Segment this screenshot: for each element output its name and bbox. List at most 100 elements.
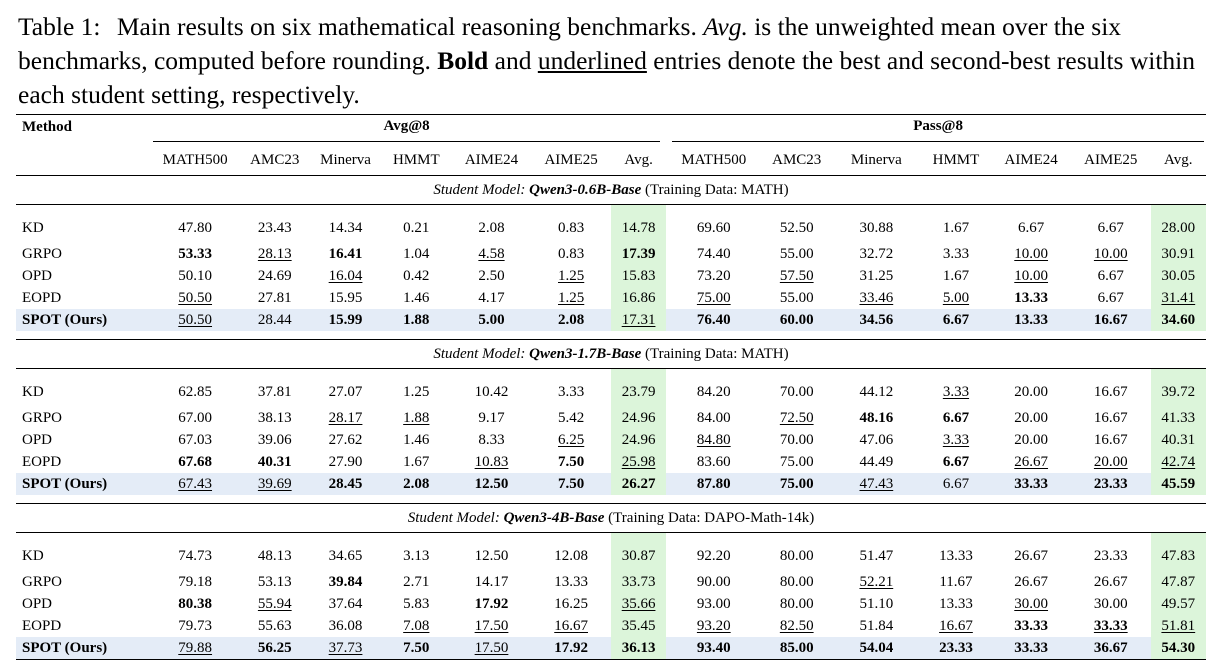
value-cell: 67.43 <box>150 473 240 495</box>
value-cell: 17.92 <box>531 637 611 660</box>
value-cell: 93.20 <box>696 617 731 634</box>
value-cell: 36.08 <box>328 617 363 634</box>
value-cell: 84.20 <box>696 383 731 400</box>
method-name: KD <box>22 219 44 236</box>
value-cell: 15.95 <box>328 289 363 306</box>
table-row: KD 74.73 48.13 34.65 3.13 12.50 12.08 30.87 92.2… <box>16 532 1206 571</box>
value-cell: 28.13 <box>257 245 292 262</box>
section-header-row: Student Model: Qwen3-4B-Base (Training D… <box>16 503 1206 533</box>
table-row: EOPD 79.73 55.63 36.08 7.08 17.50 16.67 35.45 93… <box>16 615 1206 637</box>
column-header-row: MATH500 AMC23 Minerva HMMT AIME24 AIME25 Avg. M… <box>16 145 1206 176</box>
value-cell: 16.67 <box>1093 431 1128 448</box>
table-row: SPOT (Ours) 79.88 56.25 37.73 7.50 17.50 17.92… <box>16 637 1206 660</box>
value-cell: 2.50 <box>478 267 505 284</box>
value-cell: 16.25 <box>554 595 588 612</box>
value-cell: 7.50 <box>558 453 585 470</box>
value-cell: 25.98 <box>610 451 667 473</box>
value-cell: 16.41 <box>328 245 363 262</box>
value-cell: 1.46 <box>403 431 430 448</box>
value-cell: 3.33 <box>558 383 585 400</box>
column-header: Avg. <box>624 151 653 168</box>
value-cell: 47.80 <box>178 219 213 236</box>
caption-text-2: is the unweighted mean over the six benc… <box>18 12 1122 75</box>
value-cell: 48.16 <box>859 409 894 426</box>
value-cell: 50.10 <box>178 267 213 284</box>
table-row: KD 47.80 23.43 14.34 0.21 2.08 0.83 14.78 69.60 5… <box>16 204 1206 243</box>
caption-bold-term: Bold <box>437 46 489 75</box>
value-cell: 26.67 <box>1093 573 1128 590</box>
value-cell: 1.67 <box>942 219 970 236</box>
table-row: GRPO 67.00 38.13 28.17 1.88 9.17 5.42 24.96 84.0… <box>16 407 1206 429</box>
value-cell: 23.33 <box>920 637 992 660</box>
value-cell: 10.00 <box>1093 245 1128 262</box>
value-cell: 30.00 <box>1093 595 1128 612</box>
table-row: KD 62.85 37.81 27.07 1.25 10.42 3.33 23.79 84.20… <box>16 368 1206 407</box>
value-cell: 28.17 <box>328 409 363 426</box>
value-cell: 14.17 <box>474 573 509 590</box>
value-cell: 40.31 <box>257 453 292 470</box>
section-model-name: Qwen3-4B-Base <box>503 509 605 526</box>
table-row: GRPO 53.33 28.13 16.41 1.04 4.58 0.83 17.39 74.4… <box>16 243 1206 265</box>
value-cell: 53.13 <box>257 573 292 590</box>
value-cell: 54.30 <box>1150 637 1206 660</box>
section-header-row: Student Model: Qwen3-1.7B-Base (Training… <box>16 339 1206 369</box>
value-cell: 87.80 <box>666 473 762 495</box>
value-cell: 30.88 <box>859 219 894 236</box>
value-cell: 90.00 <box>696 573 731 590</box>
value-cell: 1.04 <box>403 245 430 262</box>
value-cell: 27.90 <box>328 453 363 470</box>
value-cell: 80.00 <box>779 547 814 564</box>
value-cell: 51.81 <box>1150 615 1206 637</box>
value-cell: 7.08 <box>403 617 430 634</box>
value-cell: 6.67 <box>1018 219 1045 236</box>
value-cell: 73.20 <box>696 267 731 284</box>
value-cell: 84.00 <box>696 409 731 426</box>
value-cell: 34.60 <box>1150 309 1206 331</box>
value-cell: 8.33 <box>478 431 505 448</box>
value-cell: 33.33 <box>1093 617 1128 634</box>
value-cell: 16.67 <box>939 617 973 634</box>
value-cell: 67.68 <box>178 453 213 470</box>
column-header: AMC23 <box>772 151 822 168</box>
value-cell: 67.03 <box>178 431 213 448</box>
value-cell: 2.71 <box>403 573 430 590</box>
section-prefix: Student Model: <box>407 509 504 526</box>
value-cell: 80.00 <box>779 595 814 612</box>
value-cell: 2.08 <box>531 309 611 331</box>
value-cell: 4.17 <box>478 289 505 306</box>
value-cell: 14.34 <box>328 219 363 236</box>
table-body: Student Model: Qwen3-0.6B-Base (Training… <box>16 175 1206 660</box>
method-name: EOPD <box>22 289 62 306</box>
method-name: KD <box>22 383 44 400</box>
value-cell: 40.31 <box>1150 429 1206 451</box>
section-training-data: (Training Data: MATH) <box>641 345 789 362</box>
caption-label: Table 1: <box>18 12 101 41</box>
column-header: Minerva <box>320 151 371 168</box>
value-cell: 60.00 <box>761 309 833 331</box>
value-cell: 30.87 <box>610 532 667 571</box>
value-cell: 47.06 <box>859 431 894 448</box>
value-cell: 82.50 <box>779 617 814 634</box>
value-cell: 79.88 <box>150 637 240 660</box>
value-cell: 23.43 <box>257 219 292 236</box>
value-cell: 52.50 <box>779 219 814 236</box>
value-cell: 70.00 <box>779 431 814 448</box>
value-cell: 28.45 <box>310 473 381 495</box>
value-cell: 74.73 <box>178 547 213 564</box>
value-cell: 16.67 <box>554 617 588 634</box>
value-cell: 53.33 <box>178 245 213 262</box>
value-cell: 47.83 <box>1150 532 1206 571</box>
value-cell: 10.42 <box>474 383 509 400</box>
value-cell: 72.50 <box>779 409 814 426</box>
value-cell: 10.83 <box>474 453 509 470</box>
value-cell: 83.60 <box>696 453 731 470</box>
value-cell: 34.65 <box>328 547 363 564</box>
table-row: SPOT (Ours) 50.50 28.44 15.99 1.88 5.00 2.08 17… <box>16 309 1206 331</box>
method-name: EOPD <box>22 617 62 634</box>
value-cell: 16.67 <box>1093 383 1128 400</box>
value-cell: 17.39 <box>610 243 667 265</box>
value-cell: 10.00 <box>1014 245 1049 262</box>
method-name: GRPO <box>22 245 63 262</box>
table-row: SPOT (Ours) 67.43 39.69 28.45 2.08 12.50 7.50 2… <box>16 473 1206 495</box>
value-cell: 0.42 <box>403 267 430 284</box>
